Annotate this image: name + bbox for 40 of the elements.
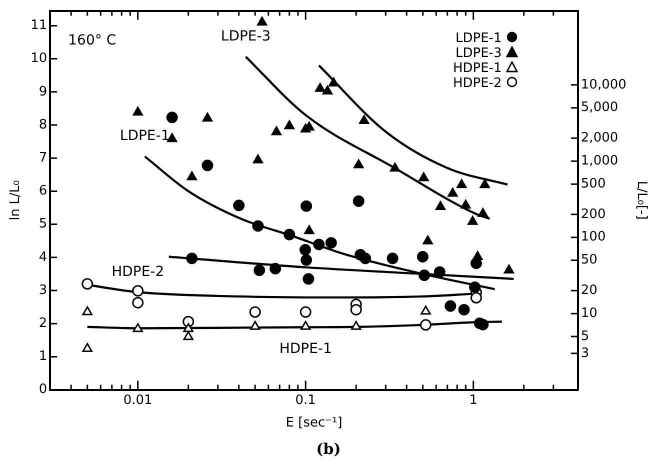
y-tick-label: 5 [580,328,590,344]
y2-tick-label: 0 [38,382,48,398]
x-tick-label: 0.1 [295,392,316,408]
y2-tick-label: 4 [38,250,48,265]
y2-tick-label: 9 [38,84,48,100]
x-tick-label: 1 [469,392,478,408]
y-tick-label: 10,000 [580,77,626,92]
annotation: 160° C [68,32,116,48]
y-tick-label: 500 [580,176,606,192]
y2-tick-label: 5 [38,216,48,232]
y-tick-label: 200 [580,206,606,222]
y2-tick-label: 7 [38,150,48,166]
annotation: LDPE-1 [120,128,170,144]
y2-tick-label: 2 [38,316,48,331]
y-tick-label: 20 [580,283,598,298]
y-tick-label: 5,000 [580,100,618,116]
legend-label: LDPE-3 [454,46,503,61]
y2-axis-title: ln L/L₀ [8,180,24,220]
y-tick-label: 3 [580,346,590,361]
y-tick-label: 1,000 [580,154,618,169]
y2-tick-label: 3 [38,282,48,298]
y2-tick-label: 11 [30,18,48,34]
y2-tick-label: 10 [30,51,48,66]
annotation: HDPE-1 [279,340,332,357]
y-tick-label: 100 [580,230,606,245]
legend-label: HDPE-2 [452,76,503,91]
y-tick-label: 2,000 [580,130,618,146]
y2-tick-label: 6 [38,184,48,199]
x-tick-label: 0.01 [123,392,152,408]
x-axis-title: E [sec⁻¹] [286,416,342,431]
y-tick-label: 50 [580,252,598,268]
y-tick-label: 10 [580,306,598,321]
legend-label: LDPE-1 [454,30,503,46]
text: (b) [315,440,342,458]
y2-tick-label: 8 [38,117,48,132]
y2-tick-label: 1 [38,349,48,364]
annotation: LDPE-3 [220,28,271,44]
y-axis-title: L/L₀[-] [634,180,649,220]
annotation: HDPE-2 [112,264,164,280]
legend-label: HDPE-1 [452,60,503,76]
